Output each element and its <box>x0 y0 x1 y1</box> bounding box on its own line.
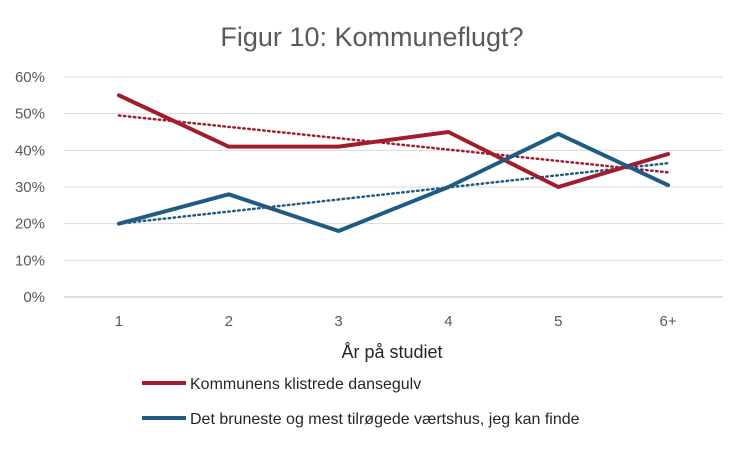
chart-title: Figur 10: Kommuneflugt? <box>220 22 523 52</box>
y-tick-label: 10% <box>15 252 45 269</box>
x-tick-label: 6+ <box>660 313 677 330</box>
y-axis-ticks: 0% 10% 20% 30% 40% 50% 60% <box>15 69 45 306</box>
x-tick-label: 1 <box>115 313 123 330</box>
trendlines <box>117 114 670 225</box>
trendline-2 <box>117 161 670 225</box>
legend: Kommunens klistrede dansegulv Det brunest… <box>142 376 580 428</box>
series-line-2 <box>116 131 671 233</box>
series-line-1 <box>116 93 671 189</box>
y-tick-label: 0% <box>23 289 45 306</box>
legend-label-1: Kommunens klistrede dansegulv <box>190 376 421 393</box>
y-tick-label: 40% <box>15 142 45 159</box>
grid-lines <box>64 76 723 298</box>
x-tick-label: 4 <box>444 313 452 330</box>
series-lines <box>116 93 671 233</box>
x-tick-label: 5 <box>554 313 562 330</box>
x-tick-label: 2 <box>225 313 233 330</box>
x-tick-label: 3 <box>334 313 342 330</box>
legend-label-2: Det bruneste og mest tilrøgede værtshus,… <box>190 411 580 428</box>
y-tick-label: 30% <box>15 179 45 196</box>
x-axis-ticks: 1 2 3 4 5 6+ <box>115 313 677 330</box>
x-axis-title: År på studiet <box>341 342 442 362</box>
trendline-1 <box>117 114 670 174</box>
y-tick-label: 50% <box>15 106 45 123</box>
y-tick-label: 60% <box>15 69 45 86</box>
y-tick-label: 20% <box>15 216 45 233</box>
